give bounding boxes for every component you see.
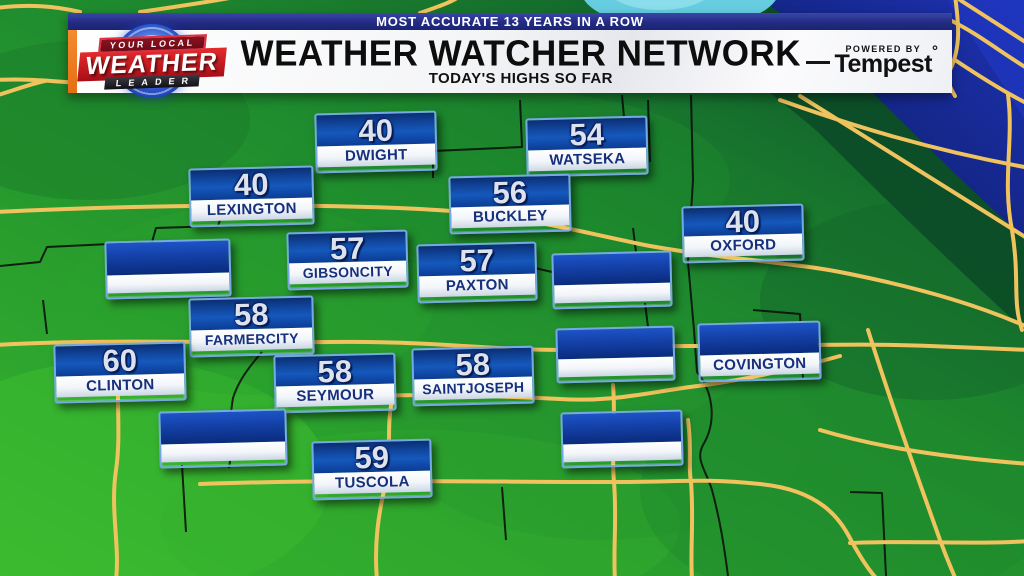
city-name: CLINTON <box>56 373 185 398</box>
station-card-clinton: 60 CLINTON <box>53 341 187 404</box>
station-card-lexington: 40 LEXINGTON <box>188 165 315 228</box>
header-main: YOUR LOCAL WEATHER LEADER WEATHER WATCHE… <box>68 24 952 98</box>
station-card-watseka: 54 WATSEKA <box>525 115 649 178</box>
top-ribbon: MOST ACCURATE 13 YEARS IN A ROW <box>68 13 952 30</box>
tempest-dash-icon <box>805 61 830 64</box>
tempest-brand: Tempest <box>834 50 933 78</box>
header-titles: WEATHER WATCHER NETWORK TODAY'S HIGHS SO… <box>236 33 806 87</box>
station-card-seymour: 58 SEYMOUR <box>273 352 397 414</box>
temp-value: 58 <box>275 354 395 389</box>
temp-value: 60 <box>55 343 185 378</box>
page-subtitle: TODAY'S HIGHS SO FAR <box>428 70 613 87</box>
temp-value <box>160 410 286 445</box>
city-name <box>161 441 286 463</box>
city-name <box>107 272 230 294</box>
tempest-logo: POWERED BY Tempest ° <box>805 43 952 79</box>
temp-value <box>553 252 671 286</box>
city-name <box>558 356 674 378</box>
station-card-gibsoncity: 57 GIBSONCITY <box>286 229 409 291</box>
top-ribbon-text: MOST ACCURATE 13 YEARS IN A ROW <box>376 14 644 29</box>
station-card-empty <box>555 325 676 384</box>
temp-value: 58 <box>190 297 313 332</box>
temp-value <box>106 240 230 276</box>
temp-value: 40 <box>683 204 803 239</box>
station-card-oxford: 40 OXFORD <box>681 203 805 264</box>
station-card-covington: COVINGTON <box>697 320 822 383</box>
station-card-dwight: 40 DWIGHT <box>314 110 438 174</box>
city-name: DWIGHT <box>317 143 436 168</box>
page-title: WEATHER WATCHER NETWORK <box>240 33 801 74</box>
city-name <box>563 441 682 463</box>
temp-value: 58 <box>413 347 533 382</box>
city-name: WATSEKA <box>528 147 647 172</box>
city-name: TUSCOLA <box>314 470 431 495</box>
orange-accent-bar <box>68 30 77 93</box>
temp-value <box>699 322 820 356</box>
station-card-empty <box>551 250 673 310</box>
city-name: SEYMOUR <box>276 383 395 408</box>
temp-value: 56 <box>450 175 570 210</box>
city-name: OXFORD <box>684 233 803 258</box>
city-name: COVINGTON <box>700 352 820 377</box>
temp-value: 54 <box>527 117 647 152</box>
temp-value: 40 <box>190 167 313 202</box>
temp-value: 57 <box>288 231 407 266</box>
station-card-empty <box>158 408 288 469</box>
city-name: LEXINGTON <box>191 197 313 222</box>
station-card-empty <box>560 409 684 469</box>
station-card-paxton: 57 PAXTON <box>416 241 538 304</box>
degree-mark: ° <box>932 43 938 60</box>
station-card-buckley: 56 BUCKLEY <box>448 173 572 235</box>
city-name: GIBSONCITY <box>289 260 407 285</box>
city-name <box>554 282 671 304</box>
temp-value <box>562 411 682 445</box>
station-card-farmercity: 58 FARMERCITY <box>188 295 315 358</box>
temp-value: 40 <box>316 112 436 148</box>
logo-your-local: YOUR LOCAL <box>97 33 207 54</box>
city-name: PAXTON <box>419 273 536 298</box>
city-name: FARMERCITY <box>191 327 313 352</box>
navy-corner <box>762 0 1024 238</box>
city-name: BUCKLEY <box>451 204 570 229</box>
temp-value <box>557 327 674 360</box>
city-name: SAINTJOSEPH <box>414 376 533 401</box>
header-banner: MOST ACCURATE 13 YEARS IN A ROW YOUR LOC… <box>68 13 952 98</box>
powered-by-label: POWERED BY <box>845 44 922 54</box>
station-card-tuscola: 59 TUSCOLA <box>311 438 433 501</box>
station-card-empty <box>104 238 232 300</box>
temp-value: 57 <box>418 243 536 278</box>
station-logo: YOUR LOCAL WEATHER LEADER <box>68 24 236 98</box>
temp-value: 59 <box>313 440 431 475</box>
station-card-saintjoseph: 58 SAINTJOSEPH <box>411 345 535 407</box>
